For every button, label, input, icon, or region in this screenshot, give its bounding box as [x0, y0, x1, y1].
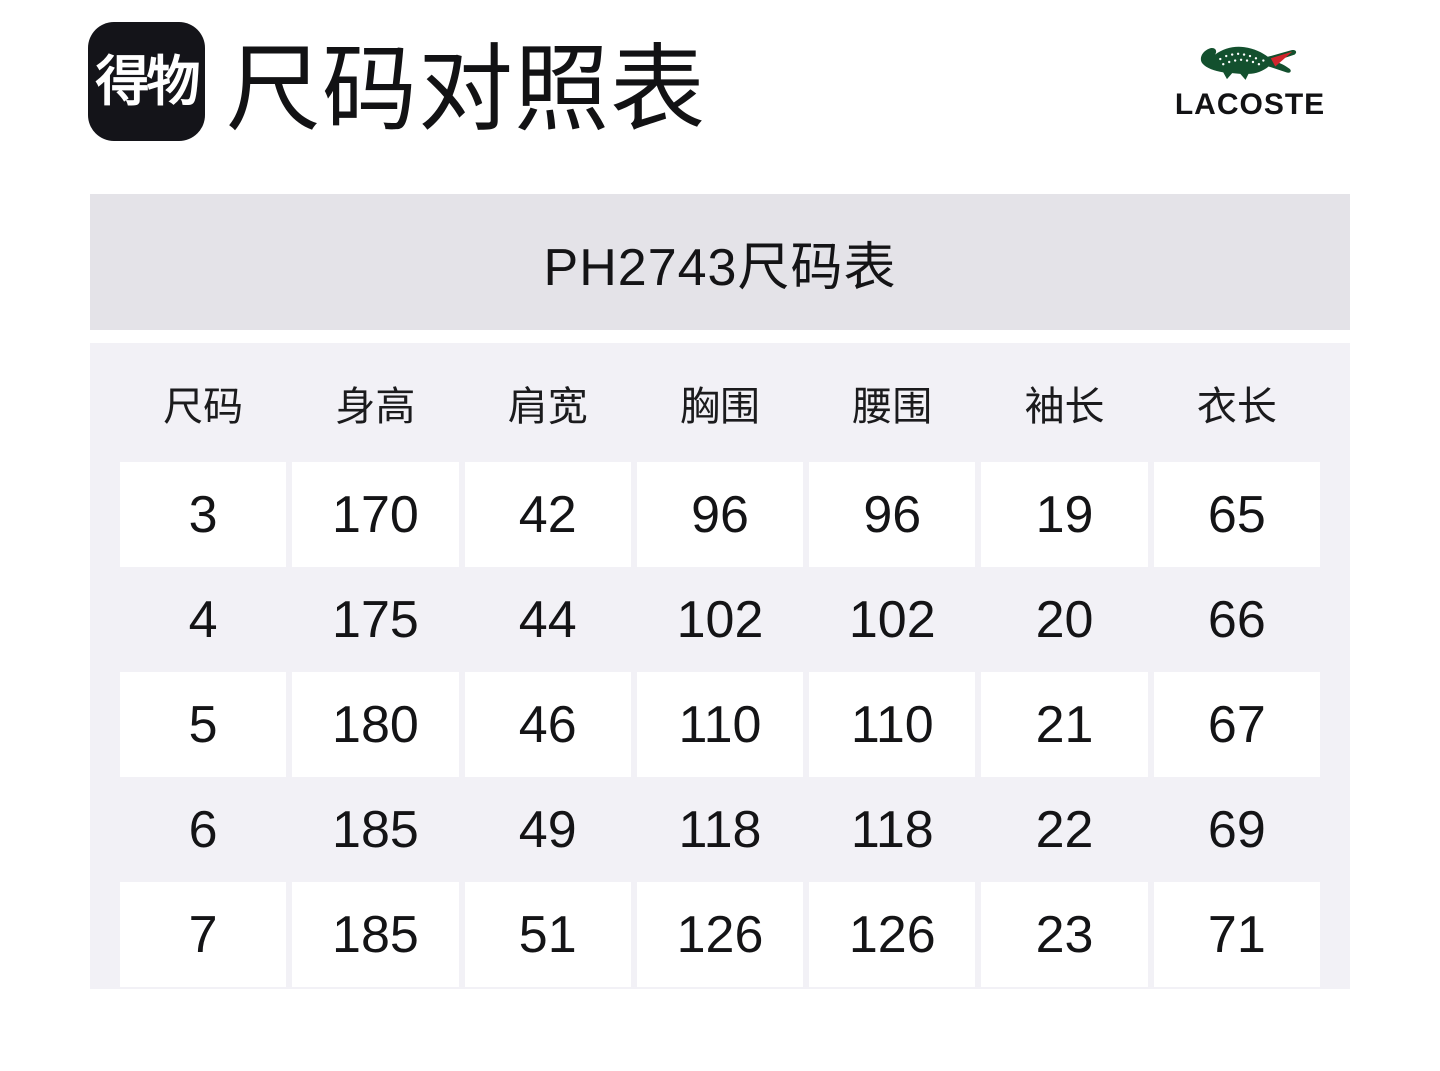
table-cell: 7 — [120, 882, 287, 987]
table-cell: 44 — [518, 590, 577, 649]
table-cell: 21 — [981, 672, 1148, 777]
table-row: 6 185 49 118 118 22 69 — [120, 777, 1320, 882]
size-table-body: 3 170 42 96 96 19 65 4 175 44 102 102 20 66 5 180 46 110 1… — [120, 462, 1320, 987]
table-cell: 4 — [188, 590, 218, 649]
size-table: 尺码 身高 肩宽 胸围 腰围 袖长 衣长 3 170 42 96 96 19 65 4 175 44 102 10… — [90, 343, 1350, 989]
crocodile-icon — [1200, 46, 1297, 80]
table-row: 7 185 51 126 126 23 71 — [120, 882, 1320, 987]
table-cell: 66 — [1207, 590, 1266, 649]
column-header-4: 腰围 — [852, 384, 933, 429]
table-row: 5 180 46 110 110 21 67 — [120, 672, 1320, 777]
table-cell: 185 — [332, 800, 419, 859]
size-table-header-row: 尺码 身高 肩宽 胸围 腰围 袖长 衣长 — [120, 343, 1320, 462]
table-cell: 110 — [809, 672, 976, 777]
table-row: 4 175 44 102 102 20 66 — [120, 567, 1320, 672]
table-cell: 71 — [1153, 882, 1320, 987]
table-cell: 175 — [332, 590, 419, 649]
table-cell: 67 — [1153, 672, 1320, 777]
page-title: 尺码对照表 — [226, 37, 707, 143]
table-cell: 6 — [188, 800, 218, 859]
table-cell: 118 — [850, 800, 934, 859]
table-cell: 170 — [292, 462, 459, 567]
table-cell: 110 — [636, 672, 804, 777]
table-cell: 49 — [518, 800, 577, 859]
table-cell: 69 — [1207, 800, 1266, 859]
table-cell: 22 — [1035, 800, 1094, 859]
table-title-banner: PH2743尺码表 — [90, 194, 1350, 330]
table-cell: 102 — [848, 590, 936, 649]
column-header-0: 尺码 — [163, 384, 244, 429]
table-cell: 96 — [636, 462, 804, 567]
column-header-3: 胸围 — [679, 384, 760, 429]
lacoste-brand-logo: LACOSTE — [1172, 34, 1328, 120]
table-row: 3 170 42 96 96 19 65 — [120, 462, 1320, 567]
table-cell: 96 — [809, 462, 976, 567]
dewu-logo-text: 得物 — [95, 51, 201, 112]
table-cell: 126 — [809, 882, 976, 987]
table-cell: 20 — [1035, 590, 1094, 649]
table-cell: 3 — [120, 462, 287, 567]
table-cell: 5 — [120, 672, 287, 777]
table-cell: 23 — [981, 882, 1148, 987]
table-cell: 65 — [1153, 462, 1320, 567]
table-cell: 185 — [292, 882, 459, 987]
lacoste-wordmark: LACOSTE — [1174, 88, 1326, 121]
table-cell: 102 — [676, 590, 764, 649]
column-header-2: 肩宽 — [507, 384, 588, 429]
dewu-app-logo: 得物 — [88, 22, 205, 141]
column-header-5: 袖长 — [1024, 384, 1105, 429]
table-cell: 42 — [464, 462, 631, 567]
column-header-1: 身高 — [335, 384, 416, 429]
table-cell: 126 — [636, 882, 804, 987]
table-cell: 46 — [464, 672, 631, 777]
column-header-6: 衣长 — [1196, 384, 1277, 429]
table-cell: 19 — [981, 462, 1148, 567]
table-cell: 180 — [292, 672, 459, 777]
table-cell: 118 — [678, 800, 762, 859]
banner-title: PH2743尺码表 — [543, 238, 897, 297]
table-cell: 51 — [464, 882, 631, 987]
